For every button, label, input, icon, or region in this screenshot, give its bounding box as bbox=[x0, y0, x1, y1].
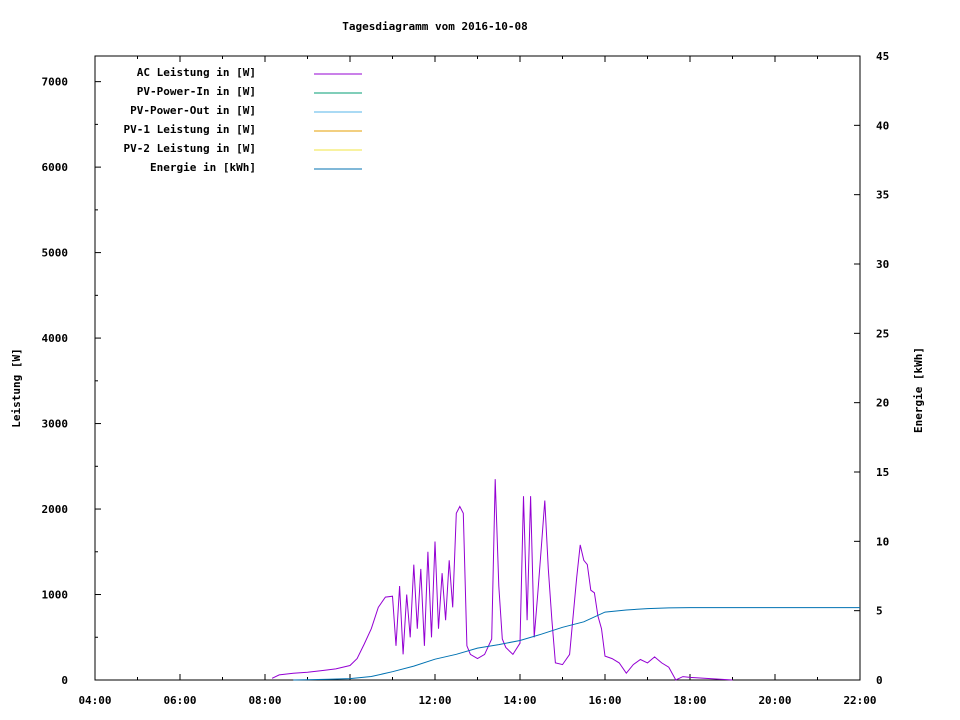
legend-label: Energie in [kWh] bbox=[150, 161, 256, 174]
y-axis-label: Leistung [W] bbox=[10, 348, 23, 427]
y-tick-label: 0 bbox=[61, 674, 68, 687]
x-tick-label: 16:00 bbox=[588, 694, 621, 707]
y2-axis-label: Energie [kWh] bbox=[912, 347, 925, 433]
series-line-ac bbox=[271, 479, 733, 681]
legend: AC Leistung in [W] PV-Power-In in [W] PV-P… bbox=[124, 66, 362, 174]
y2-tick-label: 40 bbox=[876, 119, 889, 132]
x-tick-label: 14:00 bbox=[503, 694, 536, 707]
x-tick-label: 22:00 bbox=[843, 694, 876, 707]
legend-label: PV-Power-In in [W] bbox=[137, 85, 256, 98]
x-tick-label: 12:00 bbox=[418, 694, 451, 707]
y2-tick-label: 35 bbox=[876, 189, 889, 202]
x-tick-label: 08:00 bbox=[248, 694, 281, 707]
x-tick-label: 10:00 bbox=[333, 694, 366, 707]
y-tick-label: 7000 bbox=[42, 76, 69, 89]
chart-title: Tagesdiagramm vom 2016-10-08 bbox=[342, 20, 527, 33]
x-tick-label: 06:00 bbox=[163, 694, 196, 707]
series-line-energie bbox=[293, 607, 860, 681]
legend-label: PV-Power-Out in [W] bbox=[130, 104, 256, 117]
y2-tick-label: 20 bbox=[876, 397, 889, 410]
y-tick-label: 2000 bbox=[42, 503, 69, 516]
y2-tick-label: 0 bbox=[876, 674, 883, 687]
y2-tick-label: 30 bbox=[876, 258, 889, 271]
y-tick-label: 5000 bbox=[42, 247, 69, 260]
legend-label: PV-2 Leistung in [W] bbox=[124, 142, 256, 155]
y-tick-label: 4000 bbox=[42, 332, 69, 345]
series-layer bbox=[271, 479, 860, 681]
y2-tick-label: 45 bbox=[876, 50, 889, 63]
y-axis-left: 0 1000 2000 3000 4000 5000 6000 7000 bbox=[42, 76, 101, 687]
y2-tick-label: 15 bbox=[876, 466, 889, 479]
x-tick-label: 04:00 bbox=[78, 694, 111, 707]
x-axis: 04:00 06:00 08:00 10:00 12:00 14:00 16:00 18:00… bbox=[78, 56, 877, 707]
y-tick-label: 1000 bbox=[42, 589, 69, 602]
y-axis-right: 0 5 10 15 20 25 30 35 40 45 bbox=[854, 50, 889, 687]
y-tick-label: 3000 bbox=[42, 418, 69, 431]
y2-tick-label: 5 bbox=[876, 605, 883, 618]
x-tick-label: 18:00 bbox=[673, 694, 706, 707]
y-tick-label: 6000 bbox=[42, 161, 69, 174]
legend-label: AC Leistung in [W] bbox=[137, 66, 256, 79]
x-tick-label: 20:00 bbox=[758, 694, 791, 707]
y2-tick-label: 10 bbox=[876, 535, 889, 548]
y2-tick-label: 25 bbox=[876, 327, 889, 340]
legend-label: PV-1 Leistung in [W] bbox=[124, 123, 256, 136]
